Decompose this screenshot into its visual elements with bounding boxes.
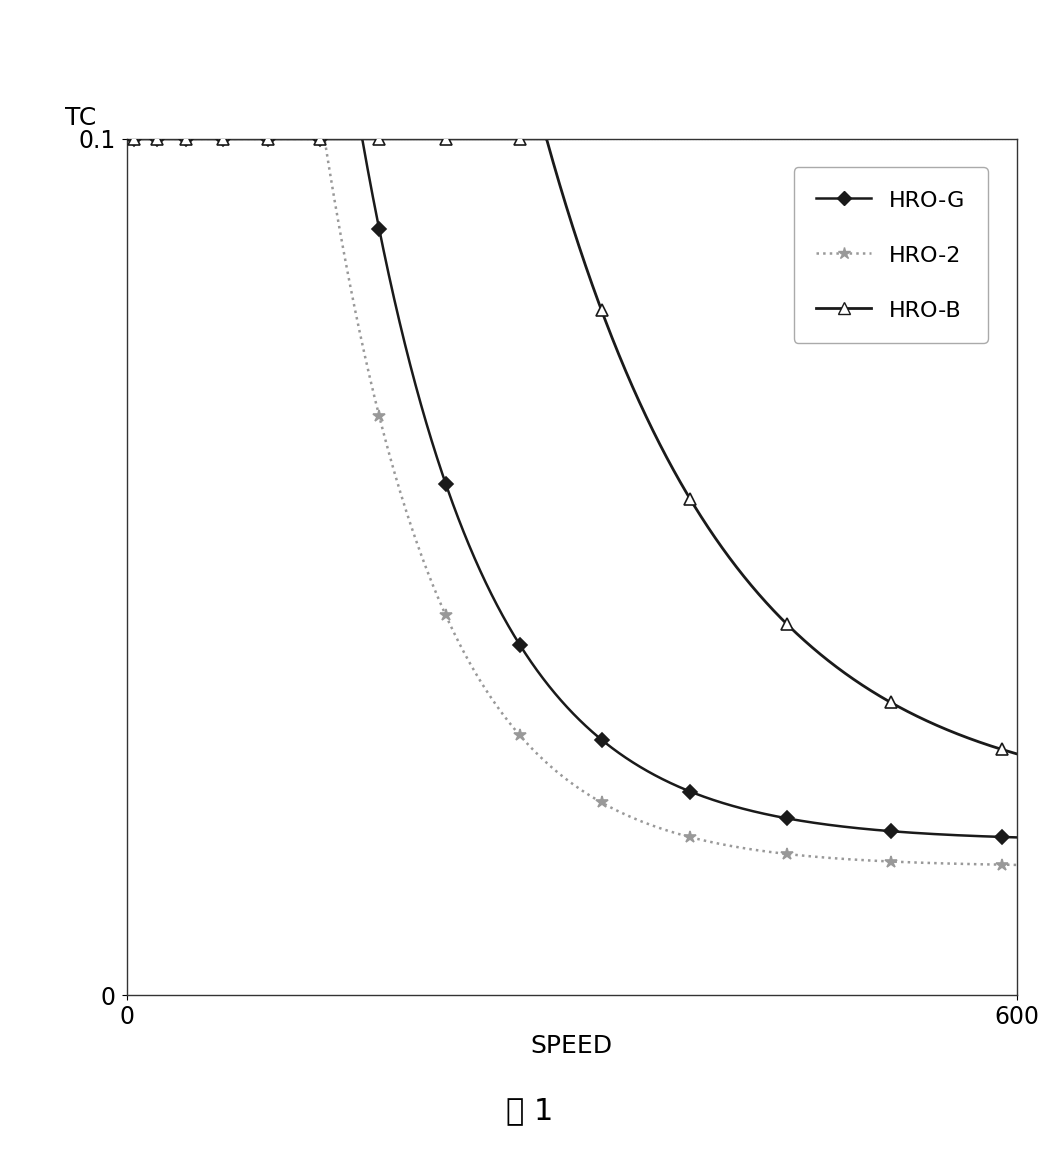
Text: TC: TC — [65, 106, 96, 131]
Legend: HRO-G, HRO-2, HRO-B: HRO-G, HRO-2, HRO-B — [793, 167, 988, 342]
Text: 图 1: 图 1 — [506, 1096, 553, 1126]
X-axis label: SPEED: SPEED — [531, 1034, 613, 1059]
